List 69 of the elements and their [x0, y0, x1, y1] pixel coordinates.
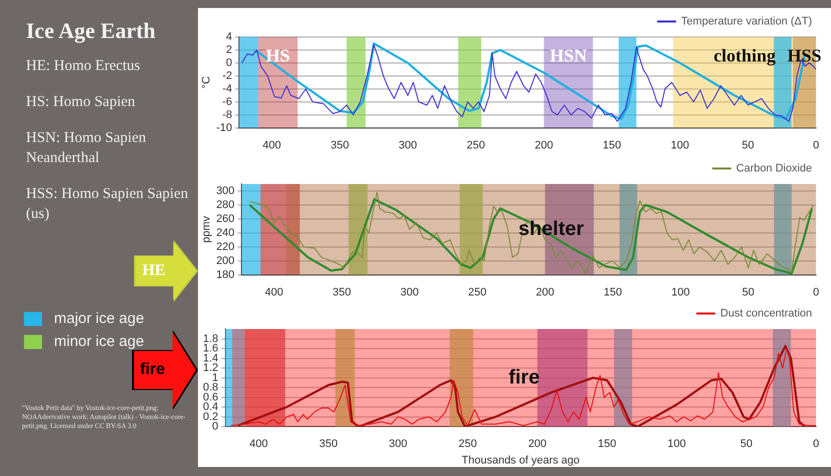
x-tick-label: 200 [528, 438, 547, 450]
band-label: fire [508, 366, 540, 388]
x-tick-label: 250 [468, 286, 486, 298]
y-tick-label: 300 [216, 185, 235, 198]
x-tick-label: 300 [398, 139, 417, 152]
y-tick-label: 220 [216, 240, 235, 253]
y-tick-label: 0.8 [202, 382, 218, 394]
x-tick-label: 350 [330, 139, 349, 152]
x-tick-label: 50 [742, 286, 754, 298]
x-tick-label: 250 [458, 438, 477, 450]
text: HS: Homo Sapien [26, 93, 136, 112]
y-tick-label: 1.2 [202, 362, 218, 374]
x-tick-label: 150 [598, 438, 616, 450]
legend-label: Carbon Dioxide [736, 162, 812, 175]
legend-label: Dust concentration [720, 308, 812, 320]
y-tick-label: -4 [222, 82, 232, 95]
x-tick-label: 400 [264, 286, 284, 298]
x-tick-label: 150 [604, 286, 622, 298]
x-tick-label: 0 [812, 438, 820, 450]
x-tick-label: 0 [812, 286, 820, 298]
chart-title: Ice Age Earth [26, 18, 156, 44]
y-tick-label: -2 [222, 70, 232, 82]
y-tick-label: 0.6 [202, 391, 218, 404]
text: minor ice age [54, 333, 144, 350]
x-tick-label: 150 [602, 139, 622, 152]
x-tick-label: 100 [668, 438, 686, 450]
text: major ice age [54, 310, 144, 327]
y-tick-label: 240 [216, 226, 235, 239]
x-tick-label: 400 [250, 438, 268, 450]
y-tick-label: 180 [216, 268, 235, 281]
text: HSS: Homo Sapien Sapien (us) [26, 185, 190, 224]
y-tick-label: 1.4 [202, 352, 218, 364]
y-tick-label: 0.2 [202, 410, 218, 423]
x-tick-label: 200 [534, 139, 554, 152]
x-axis-title: Thousands of years ago [462, 454, 580, 466]
y-tick-label: -8 [222, 108, 232, 121]
x-tick-label: 100 [670, 139, 690, 152]
y-tick-label: 0 [226, 56, 232, 69]
y-tick-label: 1.8 [202, 332, 218, 345]
y-tick-label: -6 [222, 96, 232, 108]
y-tick-label: 200 [216, 254, 235, 267]
band-label: HSN [550, 46, 587, 66]
x-tick-label: 350 [319, 438, 338, 450]
x-tick-label: 300 [400, 286, 419, 298]
y-tick-label: 1.6 [202, 342, 218, 355]
y-tick-label: 4 [226, 31, 232, 44]
x-tick-label: 200 [536, 286, 554, 298]
x-tick-label: 400 [262, 139, 281, 152]
band-label: HS [266, 46, 290, 66]
arrow: HE [134, 240, 198, 302]
text: HE: Homo Erectus [26, 57, 142, 76]
y-tick-label: 2 [226, 44, 232, 56]
text: HSN: Homo Sapien Neanderthal [26, 129, 147, 168]
x-tick-label: 300 [388, 438, 408, 450]
y-tick-label: 0 [212, 420, 218, 433]
y-axis-title: °C [200, 76, 213, 89]
y-tick-label: 1 [212, 372, 218, 384]
y-tick-label: -10 [216, 122, 232, 134]
x-tick-label: 350 [332, 286, 351, 298]
legend-label: Temperature variation (ΔT) [681, 16, 812, 28]
x-tick-label: 50 [742, 139, 754, 152]
y-tick-label: 260 [216, 212, 235, 225]
x-tick-label: 0 [812, 139, 820, 152]
x-tick-label: 250 [466, 139, 486, 152]
y-tick-label: 280 [216, 198, 235, 211]
y-tick-label: 0.4 [202, 401, 218, 414]
y-axis-title: ppmv [200, 215, 213, 243]
x-tick-label: 100 [671, 286, 690, 298]
x-tick-label: 50 [740, 438, 752, 450]
